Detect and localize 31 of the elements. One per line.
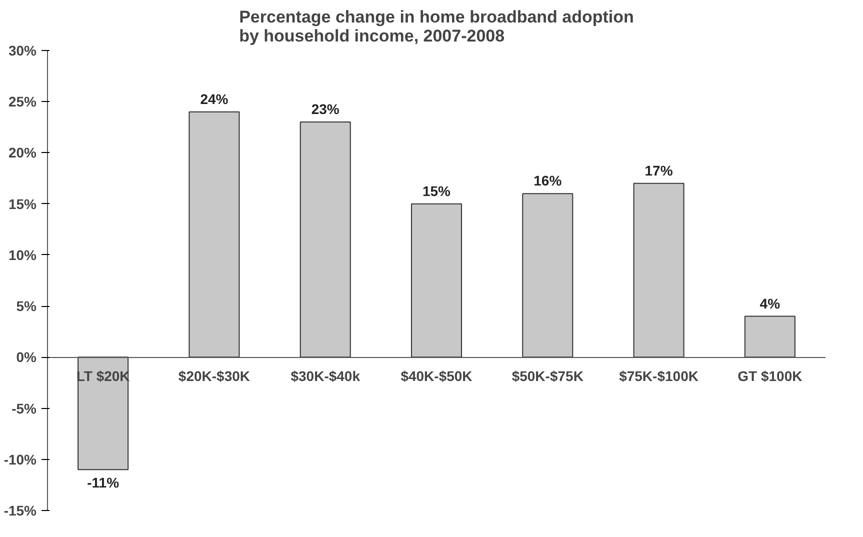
bar [633,182,684,358]
y-tick-label: -10% [4,451,38,468]
x-tick-label: GT $100K [738,368,802,384]
x-tick-label: $20K-$30K [178,368,250,384]
y-tick-label: 0% [16,349,38,366]
bar [410,203,462,358]
y-tick-label: -5% [12,400,38,416]
bar [188,111,240,358]
bar [78,356,129,470]
data-label: 4% [760,295,781,312]
data-label: -11% [87,474,120,491]
x-tick-label: $40K-$50K [400,368,472,384]
y-tick-label: 15% [8,196,38,212]
y-tick-label: 20% [8,144,38,161]
x-tick-label: $75K-$100K [619,368,698,384]
bar [522,193,574,358]
bar [300,122,351,358]
y-tick-label: 30% [8,42,38,58]
data-label: 15% [422,182,452,199]
y-tick-label: 25% [8,94,38,110]
chart-title: Percentage change in home broadband adoption by household income, 2007-2008 [239,8,634,46]
x-tick-label: $30K-$40k [290,368,360,384]
data-label: 24% [200,90,229,107]
y-tick-label: -15% [4,502,38,518]
data-label: 23% [311,101,340,118]
y-tick-label: 5% [16,298,38,314]
data-label: 17% [644,162,674,178]
bar [744,316,796,358]
data-label: 16% [534,172,562,189]
y-tick-label: 10% [8,246,38,263]
x-tick-label: $50K-$75K [512,368,584,384]
